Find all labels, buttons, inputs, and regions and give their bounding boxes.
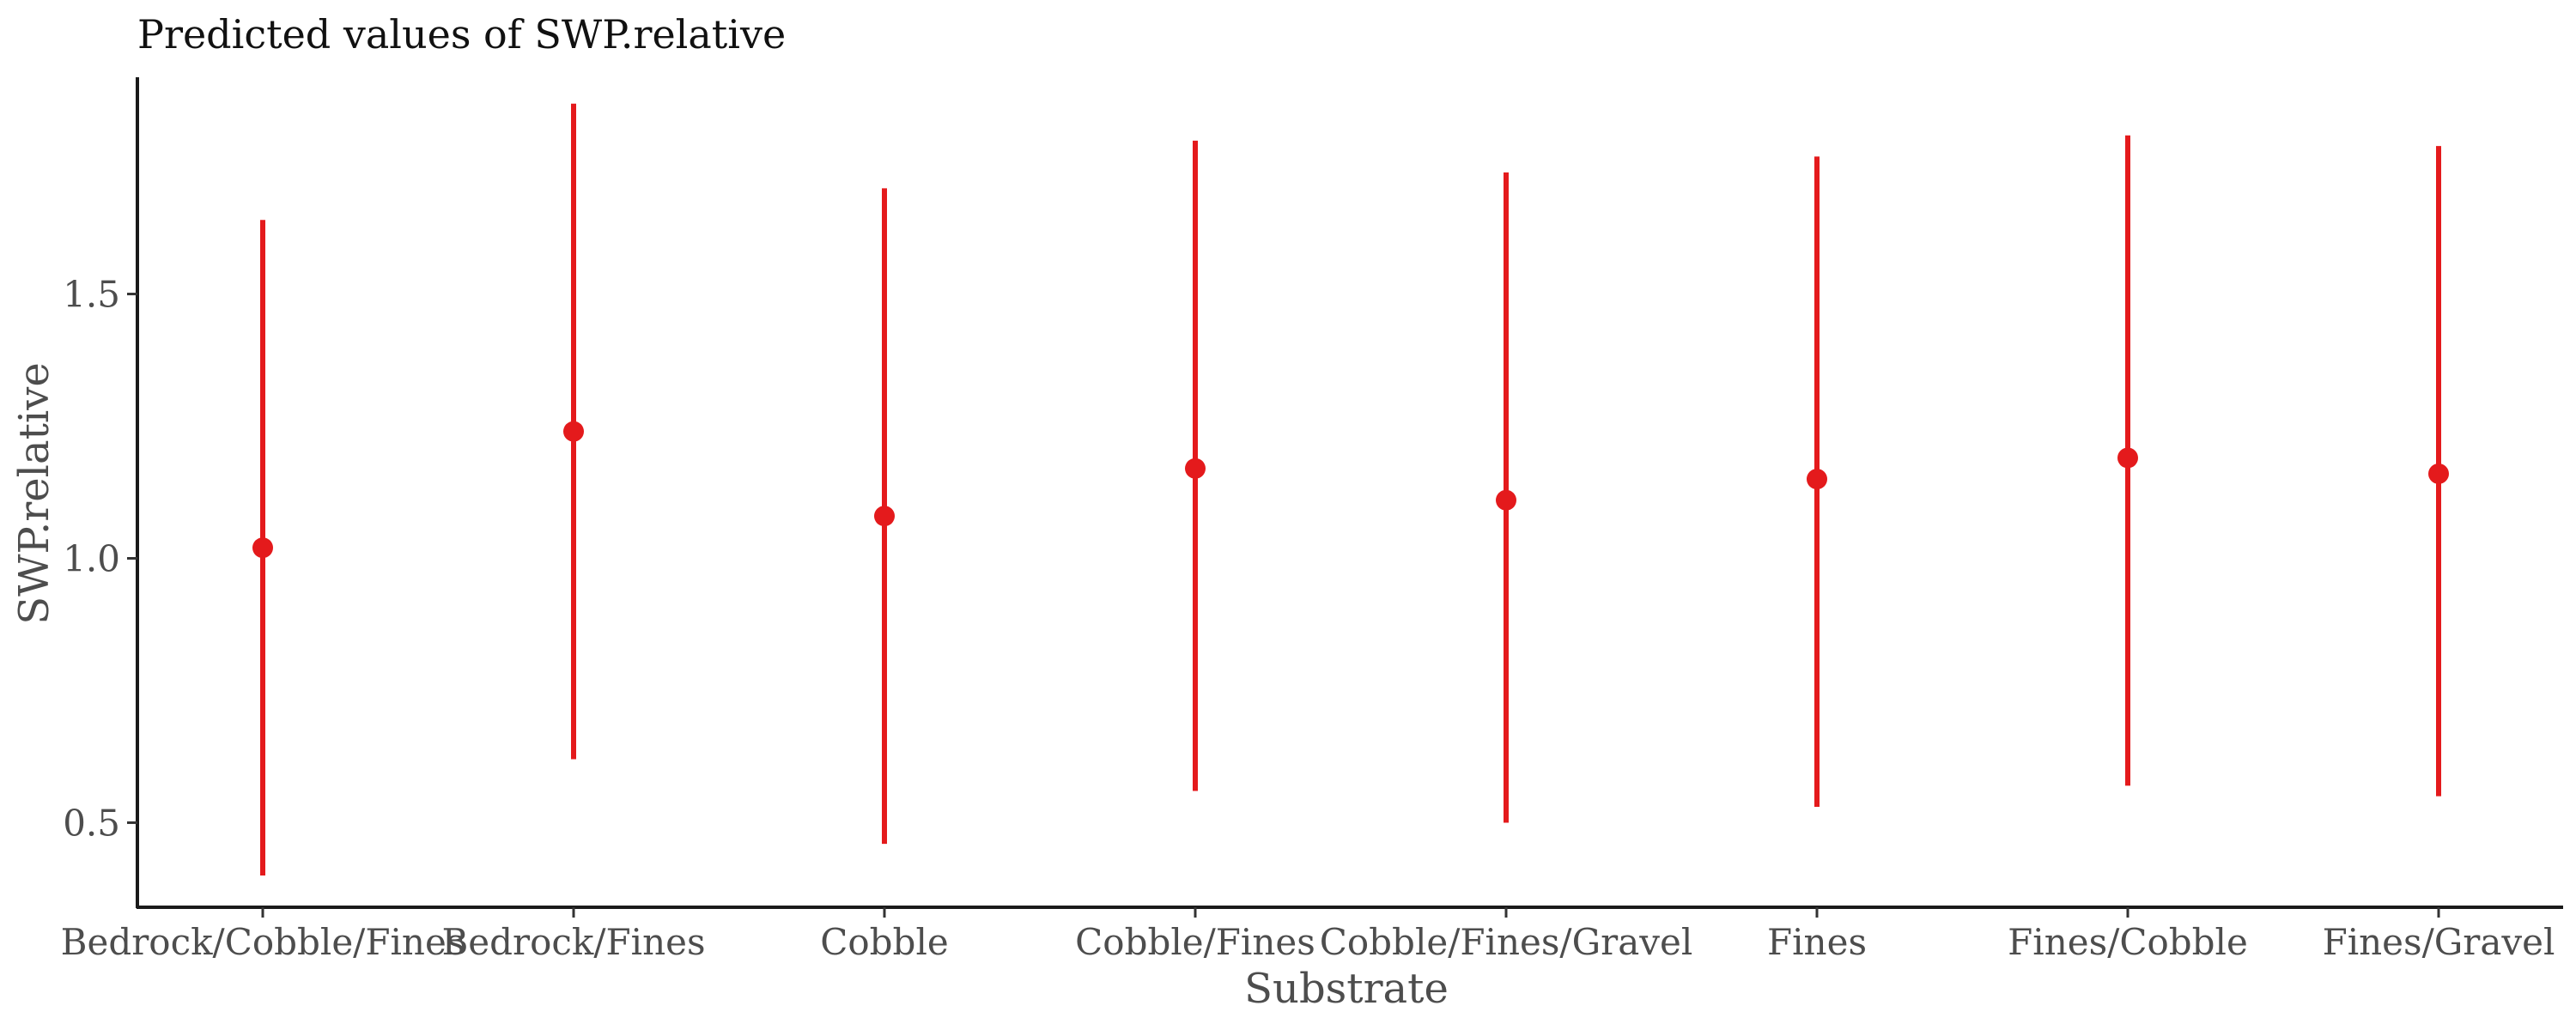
x-tick-label: Bedrock/Fines [441, 921, 705, 963]
x-axis-title: Substrate [1244, 965, 1449, 1013]
plot-area: 0.5 1.0 1.5 Bedrock/Cobble/FinesBedrock/Fin… [61, 77, 2563, 963]
data-point [2117, 447, 2138, 469]
y-tick-label: 1.0 [63, 537, 120, 579]
x-tick-label: Cobble [820, 921, 948, 963]
data-point [1496, 489, 1516, 511]
data-point [2428, 463, 2449, 484]
data-point [874, 506, 895, 527]
data-point [1185, 457, 1206, 479]
data-point [252, 537, 273, 559]
data-point [1807, 469, 1827, 490]
data-point [563, 421, 584, 442]
x-tick-label: Fines/Gravel [2323, 921, 2555, 963]
y-tick-label: 1.5 [63, 274, 120, 316]
x-tick-label: Fines [1767, 921, 1867, 963]
x-tick-label: Bedrock/Cobble/Fines [61, 921, 465, 963]
y-axis-title: SWP.relative [10, 362, 58, 625]
chart-title: Predicted values of SWP.relative [137, 11, 786, 58]
x-tick-label: Cobble/Fines [1075, 921, 1315, 963]
y-tick-label: 0.5 [63, 802, 120, 844]
x-tick-label: Fines/Cobble [2008, 921, 2248, 963]
x-tick-label: Cobble/Fines/Gravel [1320, 921, 1693, 963]
